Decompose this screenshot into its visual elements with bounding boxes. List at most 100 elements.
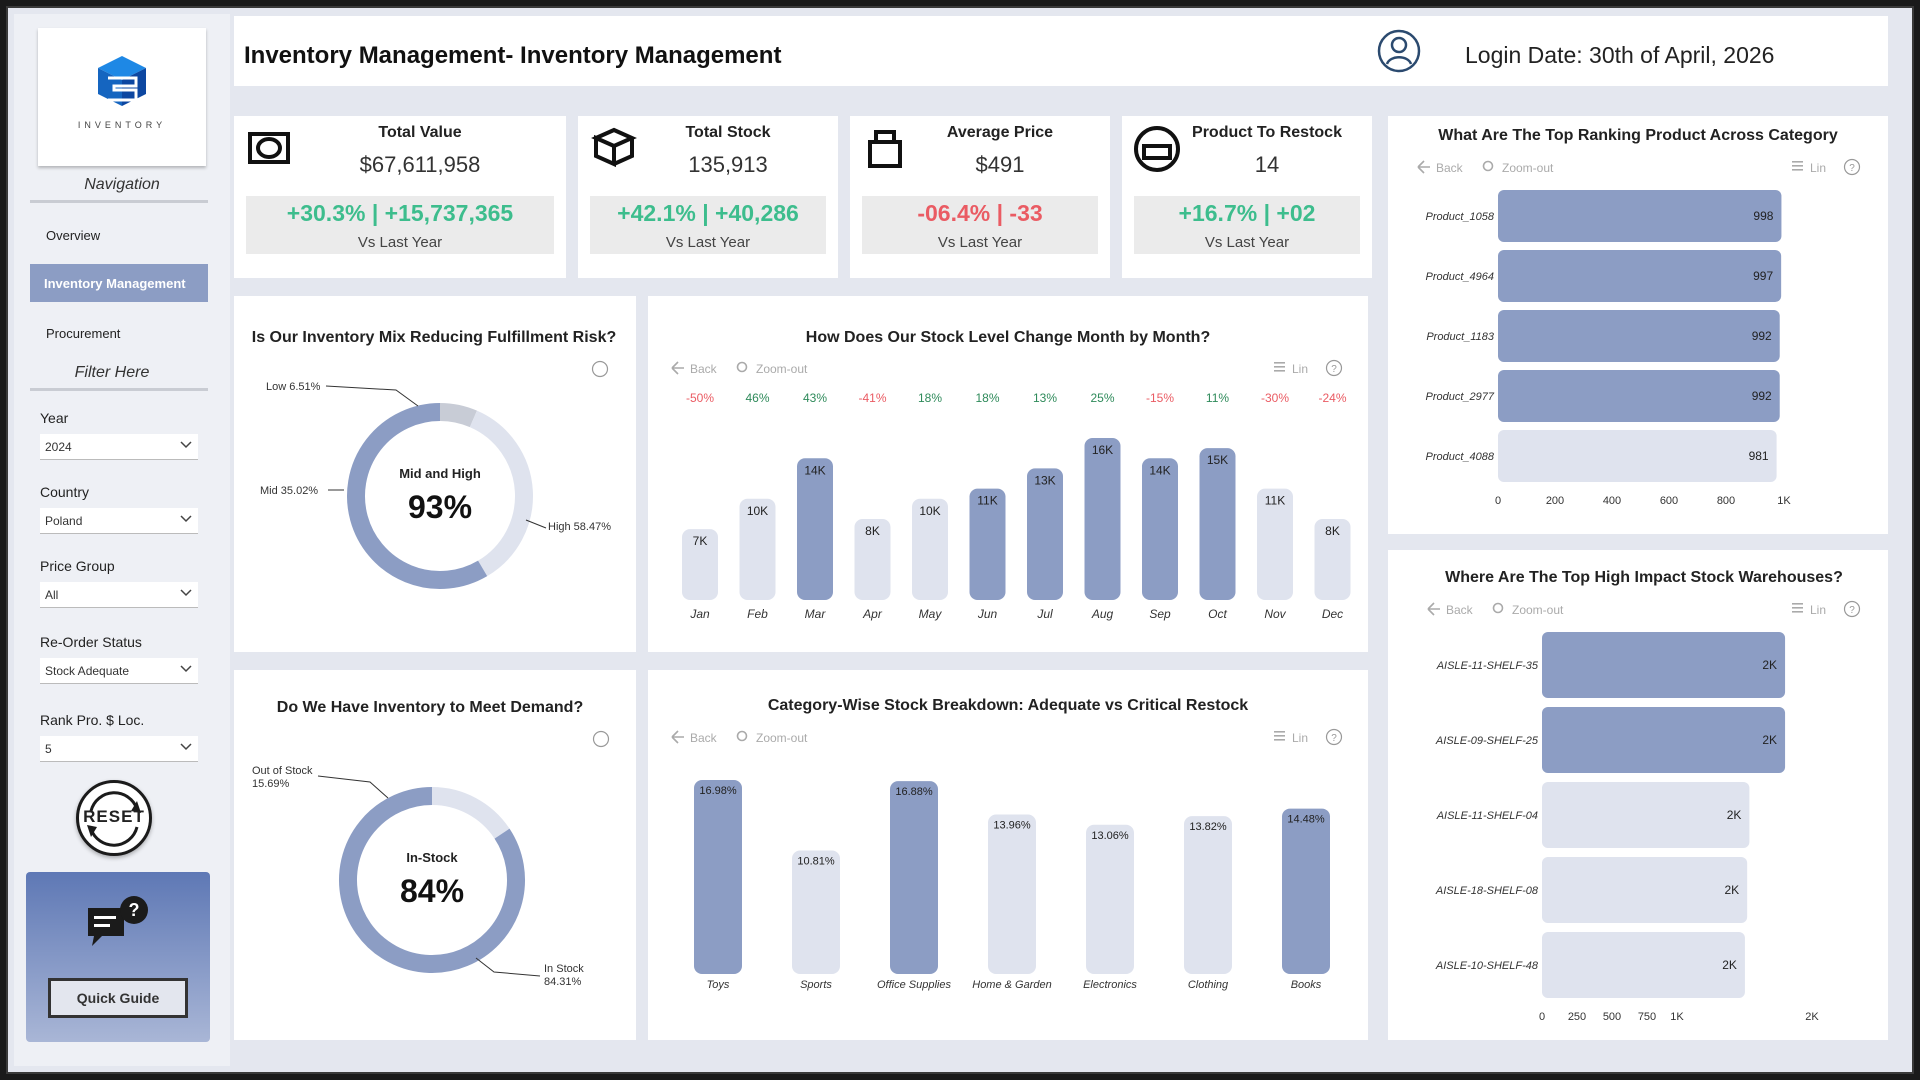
products-toolbar: Back Zoom-out Lin?: [1417, 158, 1861, 176]
kpi-value: $67,611,958: [359, 152, 481, 177]
bar[interactable]: [1498, 430, 1777, 482]
help-button[interactable]: ?: [1325, 728, 1343, 746]
x-tick-label: Feb: [747, 607, 768, 621]
zoom-out-button[interactable]: Zoom-out: [1482, 160, 1555, 175]
bar-data-label: 14K: [1149, 463, 1170, 477]
bar[interactable]: [1498, 310, 1780, 362]
bar[interactable]: [682, 529, 718, 600]
reset-button[interactable]: RESET: [76, 780, 152, 856]
donut-slice[interactable]: [439, 403, 477, 428]
zoom-out-button[interactable]: Zoom-out: [1492, 602, 1565, 617]
help-glyph: ?: [1331, 733, 1337, 744]
x-tick-label: 500: [1603, 1011, 1621, 1023]
donut-slice[interactable]: [469, 410, 533, 577]
bar[interactable]: [1542, 932, 1745, 998]
kpi-value: 135,913: [688, 152, 768, 177]
bar[interactable]: [1314, 519, 1351, 600]
kpi-delta: +42.1% | +40,286: [617, 200, 799, 226]
bar[interactable]: [1542, 857, 1748, 923]
leader-line: [475, 957, 541, 977]
back-button[interactable]: Back: [671, 730, 718, 745]
bar[interactable]: [1142, 458, 1178, 600]
kpi-delta: +16.7% | +02: [1178, 200, 1316, 226]
bar[interactable]: [1542, 632, 1786, 698]
help-icon[interactable]: [592, 730, 610, 748]
bar[interactable]: [1086, 824, 1134, 974]
bar[interactable]: [1184, 816, 1232, 974]
bar[interactable]: [1282, 808, 1330, 974]
nav-procurement[interactable]: Procurement: [46, 326, 121, 341]
donut-slice[interactable]: [431, 787, 510, 839]
kpi-name: Product To Restock: [1192, 124, 1342, 141]
help-button[interactable]: ?: [1843, 600, 1861, 618]
lin-label: Lin: [1810, 603, 1826, 617]
bar[interactable]: [739, 498, 776, 600]
filter-select[interactable]: Poland: [40, 508, 198, 534]
help-button[interactable]: ?: [1325, 359, 1343, 377]
bar[interactable]: [1498, 190, 1782, 242]
category-toolbar: Back Zoom-out Lin?: [671, 728, 1343, 746]
zoom-out-button[interactable]: Zoom-out: [736, 730, 809, 745]
kpi-delta: -06.4% | -33: [917, 200, 1043, 226]
bar[interactable]: [1027, 468, 1063, 600]
lin-button[interactable]: Lin: [1274, 362, 1308, 376]
bar-data-label: 992: [1752, 389, 1772, 403]
lin-button[interactable]: Lin: [1792, 603, 1826, 617]
x-tick-label: Home & Garden: [972, 979, 1051, 991]
leader-line: [525, 519, 547, 529]
donut-slice[interactable]: [339, 787, 525, 973]
bar[interactable]: [854, 519, 891, 600]
x-tick-label: 600: [1660, 495, 1678, 507]
back-arrow-icon: [1427, 602, 1440, 616]
back-button[interactable]: Back: [1417, 160, 1464, 175]
filter-value: Stock Adequate: [45, 664, 130, 678]
zoom-out-button[interactable]: Zoom-out: [736, 361, 809, 376]
bar[interactable]: [912, 498, 948, 600]
filter-select[interactable]: Stock Adequate: [40, 658, 198, 684]
lin-button[interactable]: Lin: [1792, 161, 1826, 175]
filter-value: 2024: [45, 440, 72, 454]
help-icon[interactable]: [591, 360, 609, 378]
boxes-icon: [591, 127, 637, 168]
x-tick-label: Sports: [800, 979, 832, 991]
slice-label: Out of Stock: [252, 765, 313, 777]
bar[interactable]: [1257, 488, 1293, 600]
back-button[interactable]: Back: [1427, 602, 1474, 617]
bar[interactable]: [1084, 438, 1121, 600]
x-tick-label: 400: [1603, 495, 1621, 507]
zoom-out-label: Zoom-out: [756, 362, 808, 376]
bar[interactable]: [1542, 782, 1750, 848]
bar-data-label: 2K: [1727, 808, 1742, 822]
bar[interactable]: [1498, 370, 1780, 422]
bar-data-label: 10K: [919, 504, 940, 518]
filter-select[interactable]: All: [40, 582, 198, 608]
filter-select[interactable]: 5: [40, 736, 198, 762]
back-arrow-icon: [671, 730, 684, 744]
nav-inventory-management[interactable]: Inventory Management: [30, 264, 208, 302]
filter-select[interactable]: 2024: [40, 434, 198, 460]
donut-slice[interactable]: [347, 403, 488, 589]
kpi-value: 14: [1254, 152, 1280, 177]
nav-overview[interactable]: Overview: [46, 228, 101, 243]
bar[interactable]: [988, 814, 1036, 974]
bar[interactable]: [969, 488, 1006, 600]
monthly-toolbar: Back Zoom-out Lin?: [671, 359, 1343, 377]
bar-data-label: 992: [1752, 329, 1772, 343]
bar-data-label: 997: [1753, 269, 1773, 283]
bar[interactable]: [890, 781, 938, 974]
bar[interactable]: [792, 850, 840, 974]
list-icon: [1274, 735, 1285, 737]
bar[interactable]: [1498, 250, 1782, 302]
bar[interactable]: [1542, 707, 1786, 773]
warehouses-title: Where Are The Top High Impact Stock Ware…: [1445, 569, 1843, 586]
bar[interactable]: [1199, 448, 1236, 600]
help-button[interactable]: ?: [1843, 158, 1861, 176]
bar[interactable]: [694, 780, 742, 974]
kpi-sub: Vs Last Year: [937, 234, 1023, 251]
back-label: Back: [690, 731, 718, 745]
back-button[interactable]: Back: [671, 361, 718, 376]
bar[interactable]: [797, 458, 833, 600]
user-icon[interactable]: [1376, 28, 1422, 74]
quick-guide-button[interactable]: Quick Guide: [48, 978, 188, 1018]
lin-button[interactable]: Lin: [1274, 731, 1308, 745]
